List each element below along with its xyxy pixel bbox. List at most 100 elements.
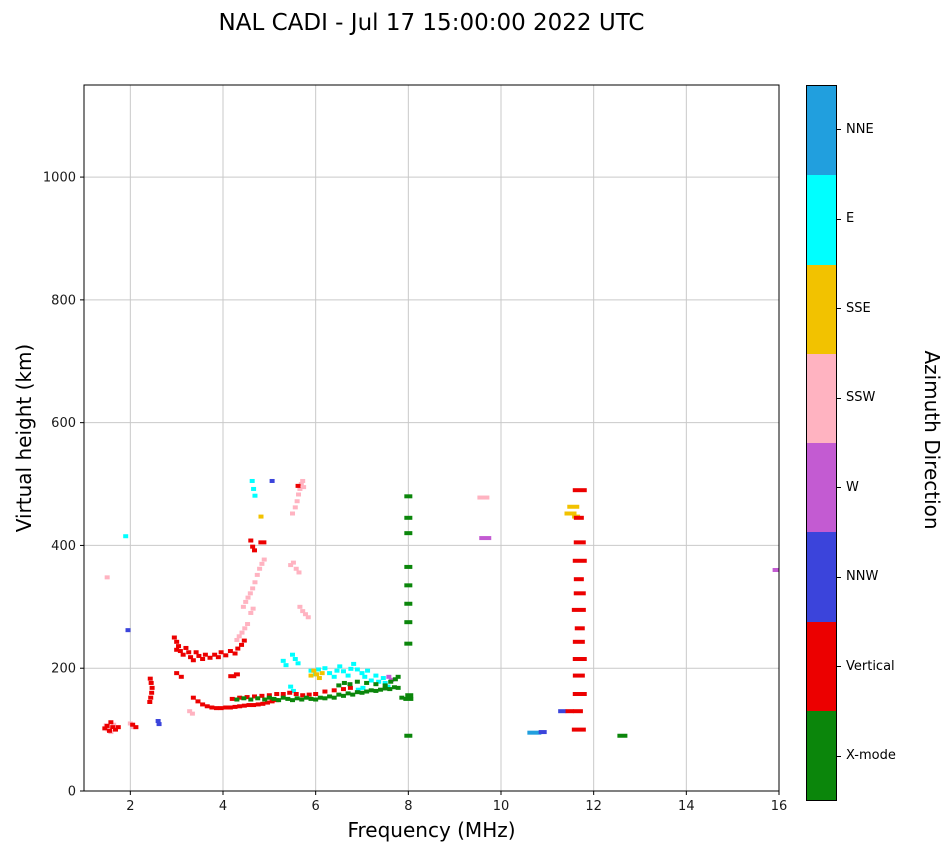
data-point-vertical [106, 728, 112, 733]
colorbar-label-sse: SSE [846, 300, 871, 316]
data-point-ssw [305, 615, 311, 620]
data-point-vertical [313, 692, 319, 697]
data-point-e [351, 661, 357, 666]
data-point-e [295, 661, 301, 666]
data-point-vertical [149, 690, 155, 695]
data-point-vertical [574, 626, 585, 631]
data-point-x-mode [317, 695, 323, 700]
x-tick-label: 2 [126, 799, 134, 814]
data-point-vertical [306, 692, 312, 697]
data-point-ssw [296, 492, 302, 497]
data-point-x-mode [404, 531, 413, 536]
data-point-vertical [195, 699, 201, 704]
data-point-ssw [250, 606, 256, 611]
colorbar-tick [837, 666, 841, 668]
data-point-vertical [565, 709, 574, 714]
y-tick-label: 0 [68, 785, 76, 800]
x-tick-label: 4 [219, 799, 227, 814]
data-point-ssw [242, 626, 248, 631]
data-point-ssw [248, 610, 254, 615]
data-point-x-mode [617, 733, 628, 738]
data-point-x-mode [404, 583, 413, 588]
data-point-vertical [237, 695, 243, 700]
data-point-e [288, 684, 294, 689]
data-point-vertical [293, 692, 299, 697]
data-point-x-mode [322, 696, 328, 701]
data-point-vertical [133, 725, 139, 730]
data-point-ssw [477, 495, 490, 500]
data-point-ssw [236, 634, 242, 639]
data-point-x-mode [382, 683, 388, 688]
data-point-w [772, 567, 779, 572]
data-point-x-mode [350, 692, 356, 697]
data-point-vertical [571, 727, 586, 732]
data-point-vertical [102, 726, 108, 731]
data-point-x-mode [266, 695, 272, 700]
data-point-e [355, 687, 361, 692]
data-point-vertical [269, 699, 275, 704]
y-tick-label: 1000 [43, 171, 76, 186]
data-point-vertical [322, 689, 328, 694]
colorbar-tick [837, 218, 841, 220]
data-point-x-mode [308, 696, 314, 701]
data-point-vertical [264, 700, 270, 705]
data-point-x-mode [395, 685, 401, 690]
data-point-x-mode [364, 680, 370, 685]
data-point-e [283, 663, 289, 668]
data-point-ssw [288, 563, 294, 568]
data-point-ssw [298, 482, 304, 487]
data-point-vertical [186, 650, 192, 655]
data-point-x-mode [336, 692, 342, 697]
data-point-e [290, 688, 296, 693]
data-point-vertical [174, 671, 180, 676]
data-point-e [354, 667, 360, 672]
data-point-x-mode [331, 695, 337, 700]
data-point-vertical [174, 639, 180, 644]
data-point-vertical [104, 723, 110, 728]
data-point-ssw [187, 709, 193, 714]
data-point-ssw [254, 572, 260, 577]
data-point-e [345, 673, 351, 678]
data-point-ssw [290, 560, 296, 565]
data-point-x-mode [404, 515, 413, 520]
data-point-x-mode [241, 696, 247, 701]
data-point-w [479, 536, 492, 541]
data-point-ssw [189, 711, 195, 716]
data-point-nnw [558, 709, 567, 714]
data-point-sse [311, 668, 317, 673]
colorbar-segment-vertical [807, 621, 836, 711]
data-point-x-mode [403, 696, 414, 701]
colorbar-segment-nnw [807, 532, 836, 622]
data-point-sse [258, 514, 264, 519]
data-point-x-mode [378, 687, 384, 692]
plot-frame [83, 84, 780, 792]
data-point-e [252, 493, 258, 498]
data-point-vertical [280, 692, 286, 697]
data-point-vertical [233, 672, 240, 677]
data-point-vertical [572, 639, 585, 644]
data-point-vertical [171, 635, 177, 640]
data-point-x-mode [404, 601, 413, 606]
data-point-x-mode [262, 697, 268, 702]
data-point-e [340, 669, 346, 674]
data-point-vertical [148, 680, 154, 685]
colorbar-tick [837, 576, 841, 578]
data-point-e [362, 674, 368, 679]
colorbar-label-ssw: SSW [846, 390, 876, 406]
data-point-vertical [295, 483, 301, 488]
data-point-x-mode [234, 697, 240, 702]
data-point-e [359, 671, 365, 676]
x-tick-label: 6 [312, 799, 320, 814]
data-point-ssw [245, 595, 251, 600]
data-point-vertical [148, 695, 154, 700]
data-point-nne [527, 730, 542, 735]
colorbar-label-nne: NNE [846, 121, 874, 137]
data-point-e [360, 685, 366, 690]
data-point-vertical [572, 657, 587, 662]
data-point-x-mode [280, 695, 286, 700]
data-point-x-mode [359, 690, 365, 695]
data-point-vertical [235, 646, 241, 651]
data-point-x-mode [354, 679, 360, 684]
data-point-e [123, 534, 129, 539]
data-point-vertical [571, 607, 586, 612]
